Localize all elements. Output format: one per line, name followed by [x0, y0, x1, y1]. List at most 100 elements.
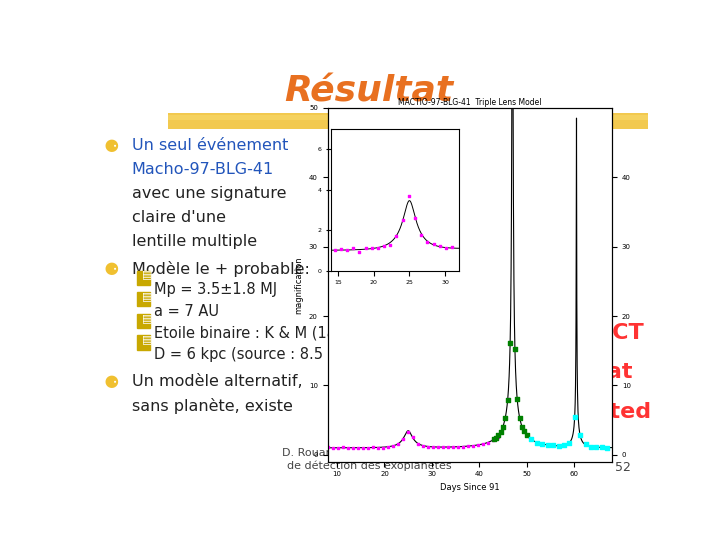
Point [492, 433, 503, 441]
Point [440, 244, 451, 253]
Point [413, 439, 424, 448]
Point [397, 215, 408, 224]
Text: Un modèle alternatif,: Un modèle alternatif, [132, 374, 302, 389]
Point [357, 443, 369, 452]
Point [472, 441, 484, 450]
Point [498, 423, 509, 431]
Y-axis label: magnification: magnification [294, 256, 303, 314]
Text: D. Rouan-  Méthodes indirectes
de détection des exoplanètes: D. Rouan- Méthodes indirectes de détecti… [282, 448, 456, 471]
Point [521, 430, 533, 439]
Point [596, 443, 608, 451]
Text: avec une signature: avec une signature [132, 186, 287, 201]
Text: 52: 52 [616, 461, 631, 474]
Text: Modèle le + probable:: Modèle le + probable: [132, 261, 310, 276]
Point [379, 241, 390, 250]
Text: ▤: ▤ [142, 313, 153, 323]
Point [511, 394, 523, 403]
Text: image format: image format [463, 362, 632, 382]
Point [452, 442, 464, 451]
Point [391, 232, 402, 240]
Point [422, 442, 433, 451]
Point [553, 442, 564, 450]
Point [446, 243, 458, 252]
Point [564, 439, 575, 448]
Point [318, 443, 329, 452]
Point [542, 441, 554, 449]
Text: claire d'une: claire d'une [132, 210, 226, 225]
FancyBboxPatch shape [137, 335, 150, 349]
Point [403, 191, 415, 200]
Point [392, 440, 404, 448]
Point [495, 428, 506, 436]
FancyBboxPatch shape [137, 271, 150, 285]
Point [497, 424, 508, 433]
Point [409, 214, 420, 222]
Point [427, 443, 438, 451]
Point [569, 413, 580, 421]
Text: ▤: ▤ [142, 291, 153, 301]
Point [547, 441, 559, 449]
Point [338, 443, 349, 452]
Text: Résultat: Résultat [284, 75, 454, 109]
Point [490, 434, 502, 442]
Point [382, 443, 394, 451]
Text: Macintosh PICT: Macintosh PICT [451, 322, 644, 342]
Point [434, 242, 446, 251]
Text: D = 6 kpc (source : 8.5 kpc): D = 6 kpc (source : 8.5 kpc) [154, 347, 359, 362]
Point [467, 441, 479, 450]
Text: ▤: ▤ [142, 269, 153, 280]
Point [500, 414, 511, 422]
Point [333, 443, 344, 452]
Point [585, 442, 597, 451]
Point [418, 441, 429, 450]
Point [428, 239, 439, 248]
Point [329, 246, 341, 254]
FancyBboxPatch shape [168, 113, 648, 129]
Point [442, 443, 454, 451]
Point [415, 231, 427, 239]
Point [367, 443, 379, 452]
Point [372, 443, 384, 452]
Point [408, 433, 419, 442]
FancyBboxPatch shape [168, 115, 648, 120]
Point [402, 428, 414, 436]
Point [536, 440, 548, 448]
Point [341, 246, 353, 254]
Point [477, 440, 489, 448]
X-axis label: Days Since 91: Days Since 91 [440, 483, 500, 492]
Point [531, 438, 543, 447]
Point [457, 442, 469, 451]
Point [354, 248, 365, 256]
Text: sans planète, existe: sans planète, existe [132, 397, 293, 414]
Point [482, 438, 493, 447]
Point [397, 435, 409, 443]
Point [387, 442, 399, 450]
Point [516, 422, 528, 431]
Text: Macho-97-BLG-41: Macho-97-BLG-41 [132, 161, 274, 177]
Point [492, 431, 504, 440]
Point [526, 435, 537, 443]
Point [509, 345, 521, 353]
Point [360, 244, 372, 253]
Point [487, 436, 498, 444]
Point [348, 443, 359, 452]
Point [580, 440, 591, 449]
FancyBboxPatch shape [137, 292, 150, 306]
Point [504, 339, 516, 347]
Text: is not supported: is not supported [444, 402, 651, 422]
Point [432, 443, 444, 451]
Point [422, 238, 433, 246]
Point [590, 443, 602, 451]
Point [575, 430, 586, 439]
Point [328, 443, 339, 452]
Point [487, 435, 499, 444]
Text: ⚈: ⚈ [104, 374, 120, 391]
Point [384, 241, 396, 249]
Point [336, 244, 347, 253]
Point [362, 443, 374, 452]
Point [437, 443, 449, 451]
Point [312, 443, 324, 452]
FancyBboxPatch shape [137, 314, 150, 328]
Point [502, 395, 513, 403]
Point [307, 443, 319, 452]
